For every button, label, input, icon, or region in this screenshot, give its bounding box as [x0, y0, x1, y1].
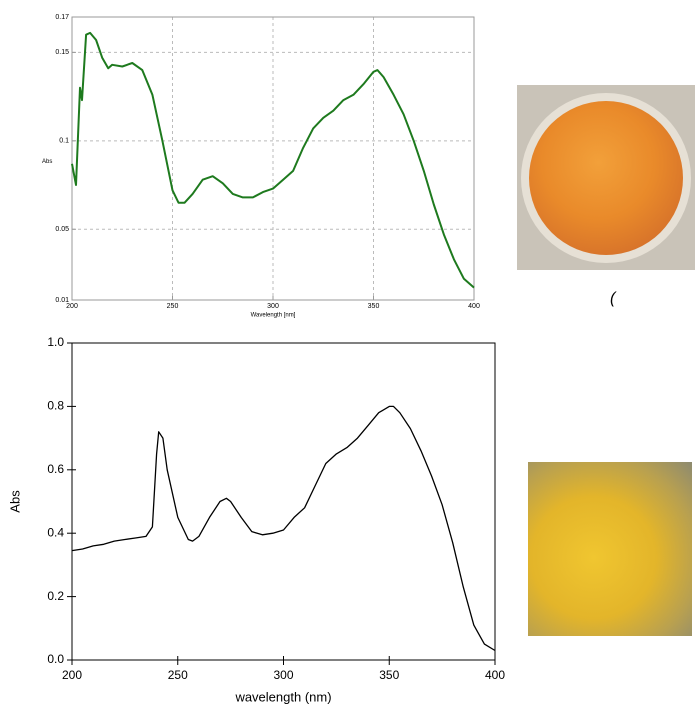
y-tick-label: 0.15 — [55, 49, 69, 56]
annotation: ( — [610, 290, 616, 307]
y-axis-label: Abs — [7, 490, 22, 513]
data-line — [71, 405, 496, 652]
yellow-crystals-photo — [528, 462, 692, 636]
y-tick-label: 0.0 — [47, 652, 64, 666]
y-tick-label: 0.8 — [47, 399, 64, 413]
x-axis-label: Wavelength [nm] — [251, 312, 296, 318]
y-tick-label: 0.05 — [55, 226, 69, 233]
x-tick-label: 350 — [368, 303, 380, 310]
orange-powder-photo — [517, 85, 695, 270]
x-tick-label: 300 — [267, 303, 279, 310]
x-tick-label: 350 — [379, 668, 399, 682]
y-tick-label: 0.1 — [59, 138, 69, 145]
data-line — [71, 31, 475, 289]
y-tick-label: 0.4 — [47, 525, 64, 539]
x-tick-label: 200 — [66, 303, 78, 310]
dish — [521, 93, 691, 263]
y-tick-label: 0.17 — [55, 14, 69, 21]
y-tick-label: 0.6 — [47, 462, 64, 476]
y-tick-label: 0.01 — [55, 297, 69, 304]
y-tick-label: 0.2 — [47, 589, 64, 603]
x-tick-label: 250 — [167, 303, 179, 310]
y-axis-label: Abs — [42, 159, 52, 165]
plot-frame — [71, 342, 496, 661]
x-axis-label: wavelength (nm) — [234, 690, 331, 705]
plot-frame — [71, 16, 475, 301]
powder — [529, 101, 683, 255]
x-tick-label: 200 — [62, 668, 82, 682]
x-tick-label: 400 — [468, 303, 480, 310]
x-tick-label: 250 — [168, 668, 188, 682]
y-tick-label: 1.0 — [47, 335, 64, 349]
x-tick-label: 300 — [273, 668, 293, 682]
x-tick-label: 400 — [485, 668, 505, 682]
